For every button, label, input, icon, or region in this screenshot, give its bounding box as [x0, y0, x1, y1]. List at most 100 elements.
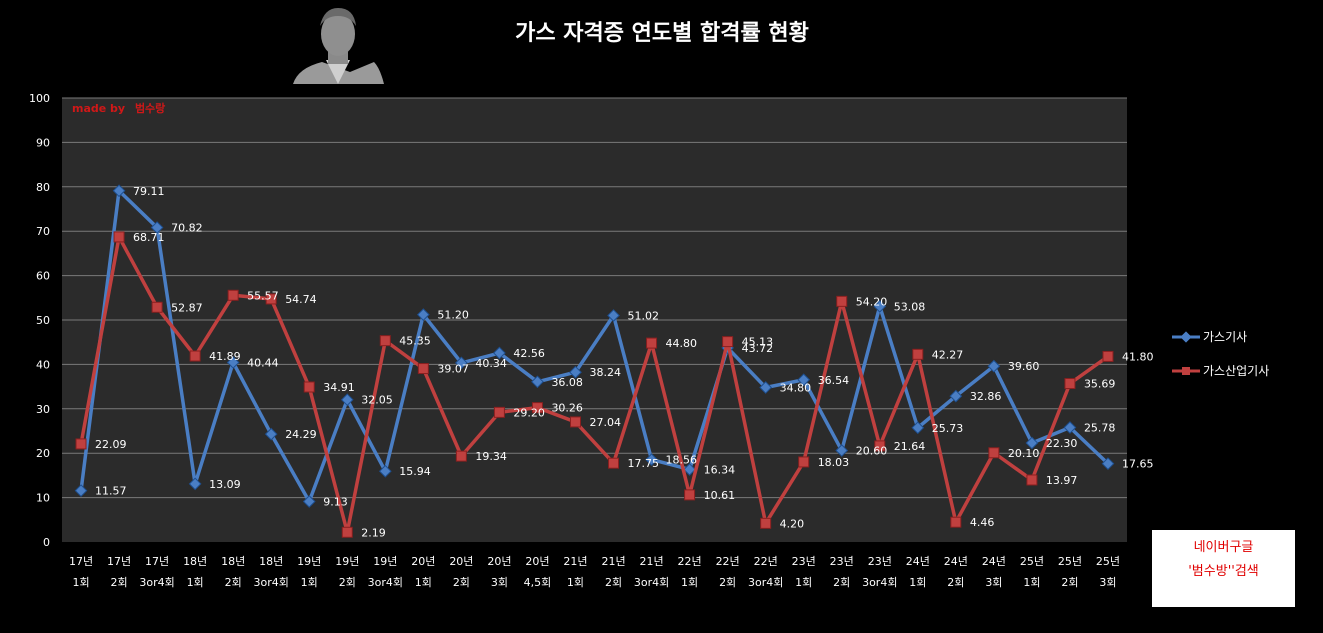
data-label-series-1: 30.26 [551, 402, 583, 415]
data-label-series-1: 20.10 [1008, 447, 1040, 460]
series-0-point [188, 477, 202, 491]
data-label-series-0: 18.56 [666, 454, 698, 467]
series-1-point [189, 350, 201, 362]
x-tick-round: 3or4회 [254, 576, 289, 589]
series-0-point [493, 346, 506, 360]
data-label-series-1: 68.71 [133, 231, 165, 244]
x-tick-round: 2회 [110, 576, 127, 589]
x-tick-year: 17년 [69, 555, 93, 568]
data-label-series-0: 40.34 [475, 357, 507, 370]
series-1-point [1102, 350, 1114, 362]
x-tick-round: 3회 [491, 576, 508, 589]
series-0-point [226, 356, 240, 369]
data-label-series-1: 18.03 [818, 456, 850, 469]
legend-label-gas-engineer: 가스기사 [1203, 330, 1247, 344]
data-label-series-1: 34.91 [323, 381, 355, 394]
data-label-series-1: 42.27 [932, 348, 964, 361]
x-tick-year: 24년 [906, 555, 930, 568]
x-tick-round: 2회 [719, 576, 736, 589]
x-tick-round: 2회 [1061, 576, 1078, 589]
x-tick-round: 2회 [453, 576, 470, 589]
data-label-series-1: 19.34 [475, 450, 507, 463]
data-label-series-0: 38.24 [589, 366, 621, 379]
data-label-series-1: 39.07 [437, 363, 469, 376]
data-label-series-1: 45.13 [742, 336, 774, 349]
x-tick-round: 2회 [339, 576, 356, 589]
x-tick-round: 2회 [225, 576, 242, 589]
x-tick-year: 20년 [525, 555, 549, 568]
watermark-prefix: made by [72, 102, 125, 115]
y-axis: 0 10 20 30 40 50 60 70 80 90 100 [29, 92, 50, 549]
x-tick-year: 25년 [1058, 555, 1082, 568]
series-1-point [988, 447, 1000, 459]
series-1-point [227, 289, 239, 301]
y-tick-label: 40 [36, 358, 50, 371]
x-tick-round: 3or4회 [139, 576, 174, 589]
y-tick-label: 100 [29, 92, 50, 105]
data-label-series-1: 10.61 [704, 489, 736, 502]
series-1-point [303, 381, 315, 393]
series-1-point [113, 231, 125, 243]
series-layer [74, 184, 1115, 538]
data-labels: 11.57 79.11 70.82 13.09 40.44 24.29 9.13 32.05 1… [95, 185, 1153, 540]
series-0-point [112, 184, 126, 198]
series-1-point [912, 348, 924, 360]
x-tick-year: 23년 [868, 555, 892, 568]
data-label-series-0: 79.11 [133, 185, 165, 198]
x-tick-year: 20년 [411, 555, 435, 568]
legend: 가스기사 가스산업기사 [1172, 330, 1269, 378]
series-line-0 [79, 189, 1110, 504]
series-1-point [455, 450, 467, 462]
series-0-point [987, 359, 1001, 373]
series-1-point [836, 295, 848, 307]
series-1-point [684, 489, 696, 501]
series-0-point [569, 365, 582, 379]
series-1-point [417, 363, 429, 375]
data-label-series-1: 4.46 [970, 516, 995, 529]
x-tick-round: 1회 [187, 576, 204, 589]
data-label-series-0: 11.57 [95, 485, 127, 498]
data-label-series-0: 39.60 [1008, 360, 1040, 373]
y-tick-label: 60 [36, 270, 50, 283]
series-0-point [150, 221, 164, 234]
x-tick-year: 25년 [1096, 555, 1120, 568]
legend-item-gas-industrial-engineer: 가스산업기사 [1172, 364, 1269, 378]
series-1-point [1026, 474, 1038, 486]
x-tick-year: 22년 [716, 555, 740, 568]
series-1-point [341, 526, 353, 538]
series-0-point [455, 356, 468, 370]
y-tick-label: 30 [36, 403, 50, 416]
x-tick-round: 3or4회 [862, 576, 897, 589]
data-label-series-0: 70.82 [171, 222, 203, 235]
data-label-series-0: 34.80 [780, 381, 812, 394]
series-0-point [759, 381, 773, 394]
series-1-point [874, 440, 886, 452]
data-label-series-0: 25.73 [932, 422, 964, 435]
series-1-point [265, 293, 277, 305]
search-note-box: 네이버구글 '범수방''검색 [1152, 530, 1295, 607]
series-1-point [379, 335, 391, 347]
x-tick-round: 2회 [947, 576, 964, 589]
x-axis: 17년 1회 17년 2회 17년 3or4회 18년 1회 18년 2회 18년 3or4회 19년 1… [69, 555, 1120, 589]
x-tick-year: 21년 [601, 555, 625, 568]
series-1-point [722, 336, 734, 348]
series-0-point [911, 421, 925, 435]
x-tick-year: 18년 [221, 555, 245, 568]
data-label-series-0: 20.60 [856, 445, 888, 458]
data-label-series-0: 53.08 [894, 300, 926, 313]
series-0-point [645, 453, 658, 466]
y-tick-label: 10 [36, 492, 50, 505]
data-label-series-1: 4.20 [780, 517, 805, 530]
x-tick-round: 1회 [567, 576, 584, 589]
x-tick-round: 2회 [605, 576, 622, 589]
series-1-point [151, 301, 163, 313]
data-label-series-1: 2.19 [361, 526, 386, 539]
data-label-series-1: 45.35 [399, 335, 431, 348]
data-label-series-1: 22.09 [95, 438, 127, 451]
series-0-point [302, 495, 316, 508]
series-0-point [378, 464, 392, 478]
x-tick-year: 21년 [639, 555, 663, 568]
series-0-point [1101, 457, 1115, 470]
x-tick-round: 1회 [72, 576, 89, 589]
